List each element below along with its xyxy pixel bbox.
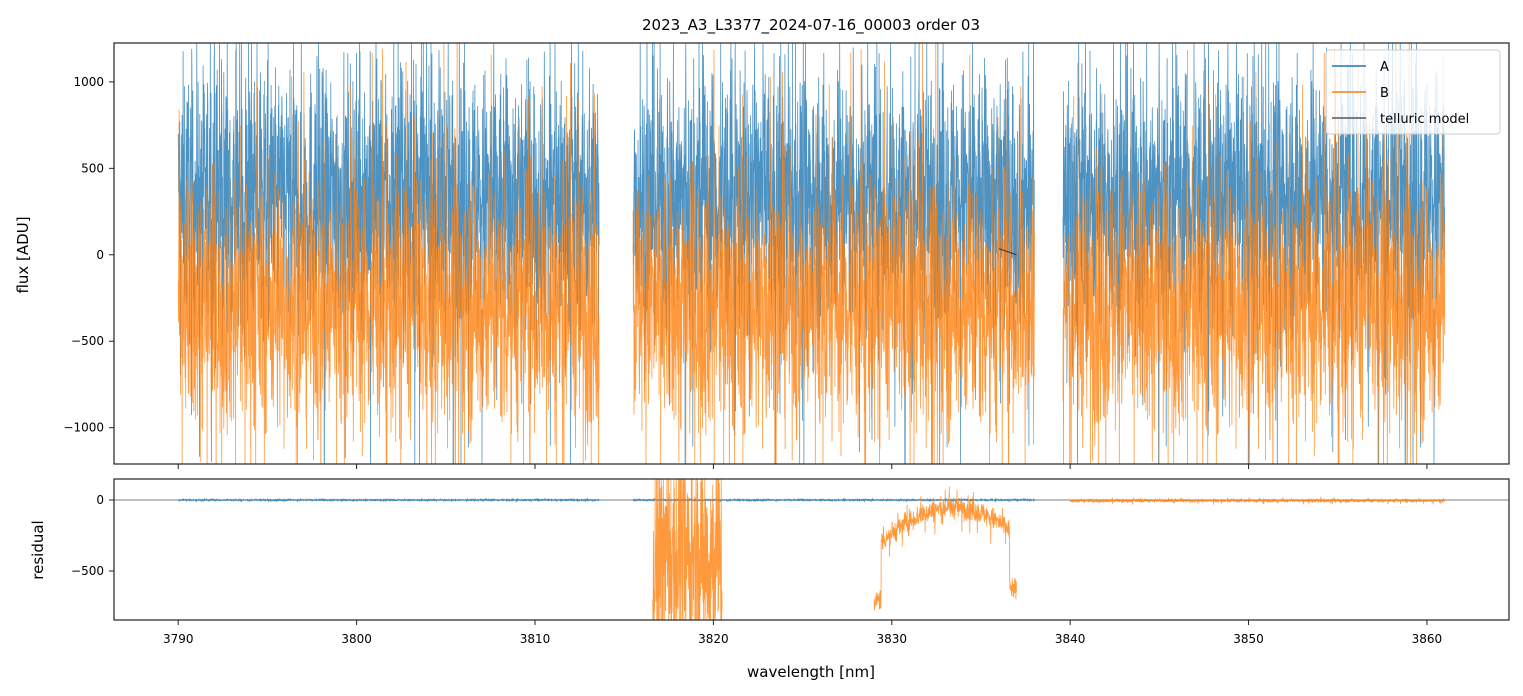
residual-b-segment-1 — [652, 479, 723, 620]
series-b-segment-2 — [632, 43, 1035, 464]
x-tick-label: 3800 — [341, 632, 372, 646]
telluric-model-b-7 — [998, 248, 1017, 256]
flux-axes-frame — [113, 42, 1510, 465]
legend-label-a: A — [1380, 60, 1389, 75]
flux-y-tick-label: −500 — [71, 334, 104, 348]
residual-y-tick-label: −500 — [71, 564, 104, 578]
residual-b-segment-2 — [873, 486, 1017, 611]
legend-label-telluric: telluric model — [1380, 112, 1469, 127]
x-tick-label: 3810 — [520, 632, 551, 646]
residual-a-segment-2 — [632, 497, 1035, 503]
legend-label-b: B — [1380, 86, 1389, 101]
residual-a-segment-1 — [177, 497, 600, 503]
chart-title: 2023_A3_L3377_2024-07-16_00003 order 03 — [642, 16, 980, 35]
residual-b-segment-3 — [1069, 496, 1445, 505]
x-axis-label: wavelength [nm] — [747, 663, 875, 681]
series-a-segment-3 — [1062, 43, 1446, 464]
residual-plot-area — [114, 479, 1509, 620]
x-tick-label: 3850 — [1233, 632, 1264, 646]
x-tick-label: 3860 — [1412, 632, 1443, 646]
series-b-segment-1 — [177, 43, 600, 464]
flux-y-tick-label: 1000 — [73, 75, 104, 89]
flux-y-tick-label: 0 — [96, 248, 104, 262]
x-tick-label: 3820 — [698, 632, 729, 646]
residual-y-tick-label: 0 — [96, 493, 104, 507]
series-b-segment-3 — [1062, 43, 1446, 464]
flux-y-tick-label: −1000 — [63, 421, 104, 435]
x-tick-label: 3790 — [163, 632, 194, 646]
flux-y-tick-label: 500 — [81, 161, 104, 175]
legend: A B telluric model — [1325, 49, 1501, 135]
x-tick-label: 3840 — [1055, 632, 1086, 646]
residual-axes-frame — [113, 478, 1510, 621]
flux-plot-area — [177, 43, 1446, 464]
y-axis-label-residual: residual — [29, 520, 47, 579]
y-axis-label-flux: flux [ADU] — [14, 216, 32, 293]
x-tick-label: 3830 — [877, 632, 908, 646]
